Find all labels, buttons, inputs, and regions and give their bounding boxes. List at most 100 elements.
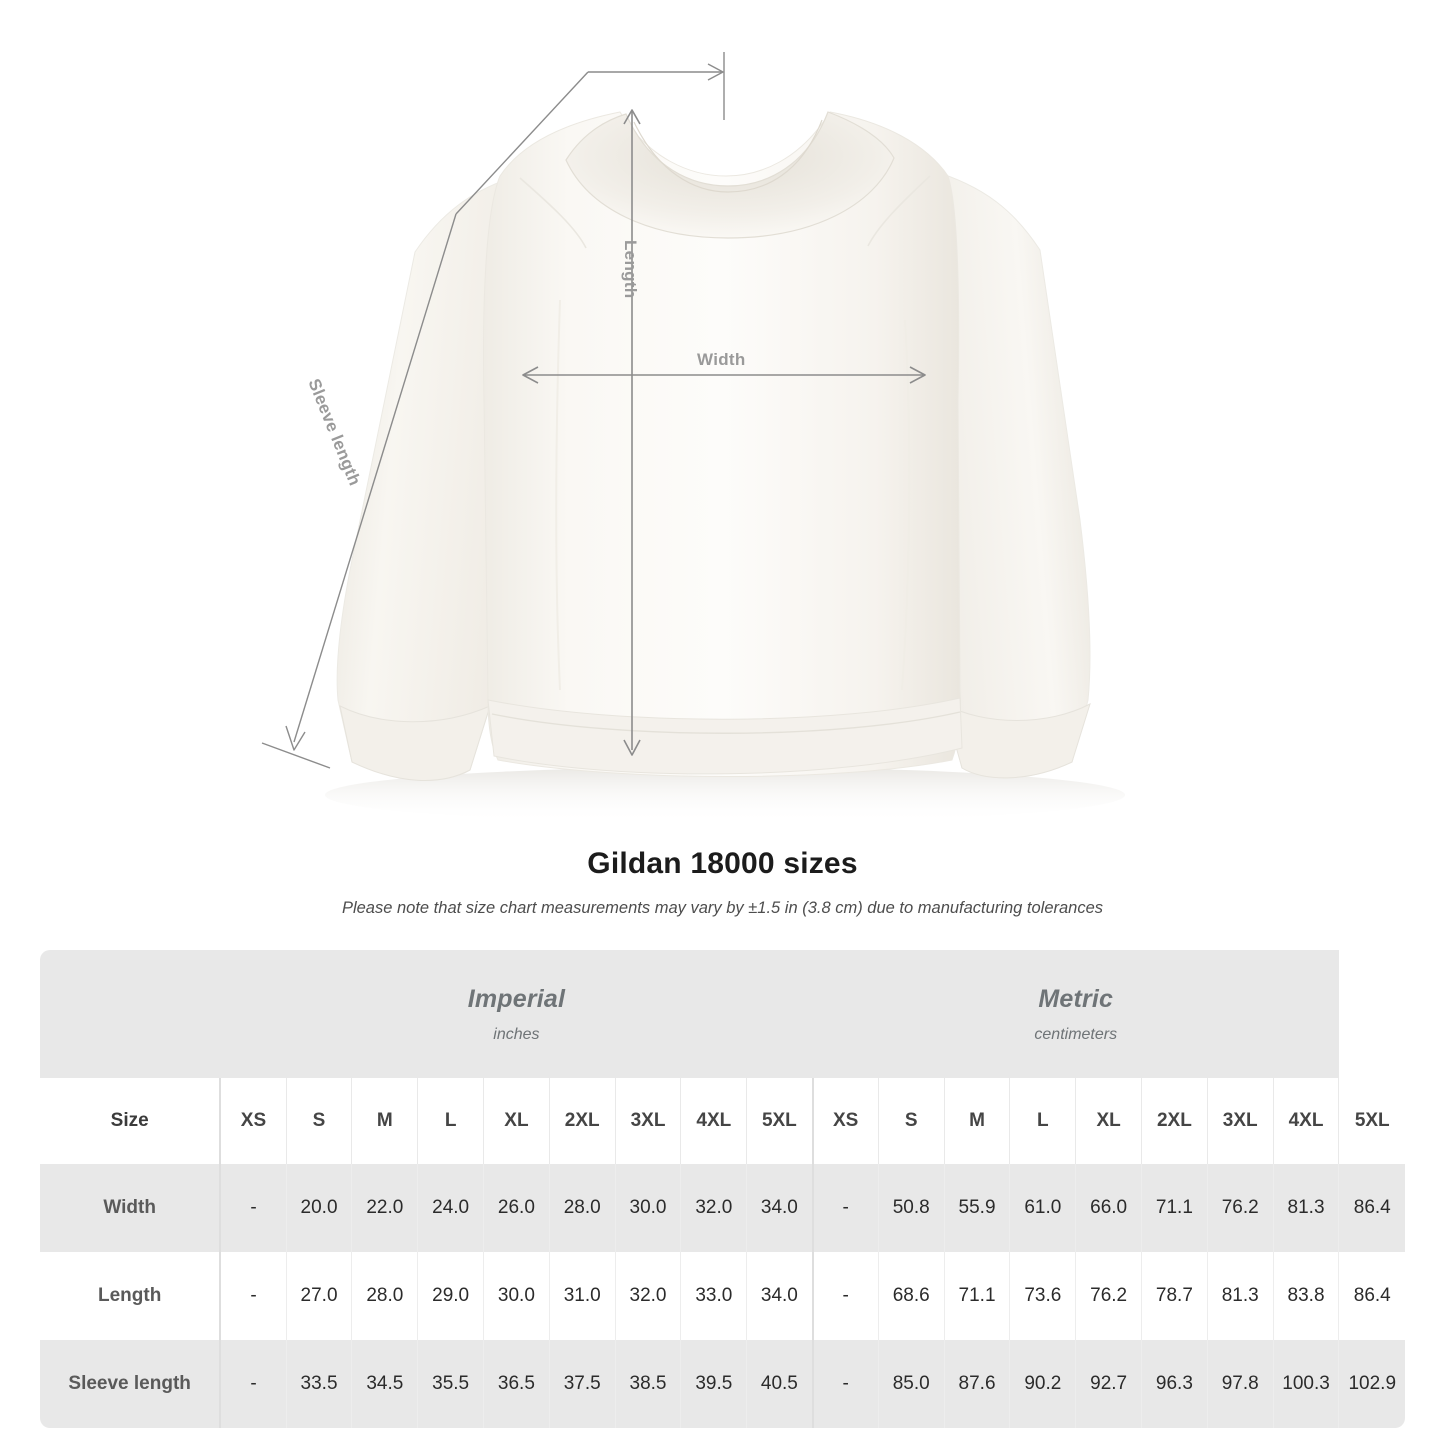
header-metric-2xl: 2XL: [1141, 1078, 1208, 1164]
cell-sleeve-imperial-s: 33.5: [286, 1340, 353, 1428]
size-table-container: Imperial inches Metric centimeters Size …: [40, 950, 1405, 1428]
cell-width-metric-s: 50.8: [878, 1164, 945, 1252]
unit-banner-spacer: [40, 950, 221, 1078]
cell-sleeve-metric-m: 87.6: [944, 1340, 1011, 1428]
cell-length-metric-s: 68.6: [878, 1252, 945, 1340]
sleeve-guide: [261, 52, 725, 769]
cell-sleeve-metric-5xl: 102.9: [1338, 1340, 1405, 1428]
header-imperial-3xl: 3XL: [615, 1078, 682, 1164]
row-label-sleeve-length: Sleeve length: [40, 1340, 222, 1428]
width-label: Width: [697, 350, 746, 369]
cell-width-metric-5xl: 86.4: [1338, 1164, 1405, 1252]
header-size-label: Size: [40, 1078, 222, 1164]
cell-width-metric-2xl: 71.1: [1141, 1164, 1208, 1252]
collar-ribbing: [565, 111, 895, 239]
cell-length-imperial-4xl: 33.0: [680, 1252, 748, 1340]
table-row: Length - 27.0 28.0 29.0 30.0 31.0 32.0 3…: [40, 1252, 1405, 1340]
metric-sub: centimeters: [1034, 1025, 1118, 1043]
title-block: Gildan 18000 sizes Please note that size…: [0, 835, 1445, 918]
header-imperial-4xl: 4XL: [680, 1078, 748, 1164]
header-metric-3xl: 3XL: [1207, 1078, 1274, 1164]
left-cuff: [339, 705, 491, 781]
length-guide: [623, 109, 641, 756]
cell-width-metric-3xl: 76.2: [1207, 1164, 1274, 1252]
cell-length-metric-4xl: 83.8: [1273, 1252, 1340, 1340]
header-imperial-xs: XS: [220, 1078, 287, 1164]
cell-sleeve-metric-xl: 92.7: [1075, 1340, 1143, 1428]
cell-width-metric-xl: 66.0: [1075, 1164, 1143, 1252]
garment-shadow: [325, 767, 1125, 823]
cell-sleeve-imperial-2xl: 37.5: [549, 1340, 616, 1428]
cell-length-imperial-2xl: 31.0: [549, 1252, 616, 1340]
waistband: [487, 697, 963, 775]
row-label-length: Length: [40, 1252, 222, 1340]
cell-width-metric-m: 55.9: [944, 1164, 1011, 1252]
table-row: Sleeve length - 33.5 34.5 35.5 36.5 37.5…: [40, 1340, 1405, 1428]
header-metric-m: M: [944, 1078, 1011, 1164]
cell-sleeve-metric-xs: -: [811, 1340, 879, 1428]
cell-length-metric-l: 73.6: [1009, 1252, 1077, 1340]
waistband-seam: [491, 711, 961, 734]
imperial-name: Imperial: [467, 984, 566, 1013]
cell-length-metric-2xl: 78.7: [1141, 1252, 1208, 1340]
cell-width-imperial-2xl: 28.0: [549, 1164, 616, 1252]
cell-sleeve-imperial-4xl: 39.5: [680, 1340, 748, 1428]
header-metric-xs: XS: [811, 1078, 879, 1164]
cell-length-imperial-l: 29.0: [417, 1252, 485, 1340]
header-metric-5xl: 5XL: [1338, 1078, 1405, 1164]
cell-sleeve-imperial-xs: -: [220, 1340, 287, 1428]
cell-width-imperial-3xl: 30.0: [615, 1164, 682, 1252]
cell-length-imperial-3xl: 32.0: [615, 1252, 682, 1340]
garment-diagram: Length Width Sleeve length: [261, 52, 1125, 823]
cell-length-imperial-xs: -: [220, 1252, 287, 1340]
cell-length-imperial-5xl: 34.0: [746, 1252, 814, 1340]
page-title: Gildan 18000 sizes: [587, 847, 858, 880]
cell-sleeve-metric-l: 90.2: [1009, 1340, 1077, 1428]
cell-width-imperial-5xl: 34.0: [746, 1164, 814, 1252]
cell-width-metric-xs: -: [811, 1164, 879, 1252]
header-metric-4xl: 4XL: [1273, 1078, 1340, 1164]
unit-banner-row: Imperial inches Metric centimeters: [40, 950, 1405, 1078]
header-imperial-xl: XL: [483, 1078, 550, 1164]
cell-length-metric-5xl: 86.4: [1338, 1252, 1405, 1340]
header-imperial-m: M: [351, 1078, 419, 1164]
cell-sleeve-imperial-m: 34.5: [351, 1340, 419, 1428]
cell-length-imperial-m: 28.0: [351, 1252, 419, 1340]
cell-length-imperial-s: 27.0: [286, 1252, 353, 1340]
tolerance-note: Please note that size chart measurements…: [341, 899, 1104, 917]
imperial-banner: Imperial inches: [220, 950, 813, 1078]
fold-left: [555, 299, 561, 691]
cell-sleeve-metric-4xl: 100.3: [1273, 1340, 1340, 1428]
header-metric-xl: XL: [1075, 1078, 1143, 1164]
cell-sleeve-imperial-l: 35.5: [417, 1340, 485, 1428]
cell-width-metric-l: 61.0: [1009, 1164, 1077, 1252]
size-header-row: Size XS S M L XL 2XL 3XL 4XL 5XL XS S M …: [40, 1078, 1405, 1164]
cell-width-imperial-4xl: 32.0: [680, 1164, 748, 1252]
sweatshirt-body: [483, 111, 961, 777]
metric-banner: Metric centimeters: [812, 950, 1339, 1078]
cell-length-metric-xs: -: [811, 1252, 879, 1340]
cell-length-imperial-xl: 30.0: [483, 1252, 550, 1340]
cell-sleeve-metric-s: 85.0: [878, 1340, 945, 1428]
header-metric-s: S: [878, 1078, 945, 1164]
length-label: Length: [621, 240, 640, 299]
cell-length-metric-xl: 76.2: [1075, 1252, 1143, 1340]
cell-length-metric-m: 71.1: [944, 1252, 1011, 1340]
cell-sleeve-imperial-xl: 36.5: [483, 1340, 550, 1428]
cell-width-imperial-l: 24.0: [417, 1164, 485, 1252]
header-imperial-5xl: 5XL: [746, 1078, 814, 1164]
cell-sleeve-metric-3xl: 97.8: [1207, 1340, 1274, 1428]
cell-sleeve-imperial-3xl: 38.5: [615, 1340, 682, 1428]
header-imperial-s: S: [286, 1078, 353, 1164]
cell-sleeve-imperial-5xl: 40.5: [746, 1340, 814, 1428]
metric-name: Metric: [1038, 984, 1114, 1013]
right-cuff: [943, 702, 1091, 779]
cell-sleeve-metric-2xl: 96.3: [1141, 1340, 1208, 1428]
left-shoulder-seam: [519, 177, 587, 249]
imperial-sub: inches: [493, 1025, 540, 1043]
cell-width-imperial-xl: 26.0: [483, 1164, 550, 1252]
row-label-width: Width: [40, 1164, 222, 1252]
collar-inner-edge: [633, 119, 823, 193]
header-imperial-2xl: 2XL: [549, 1078, 616, 1164]
